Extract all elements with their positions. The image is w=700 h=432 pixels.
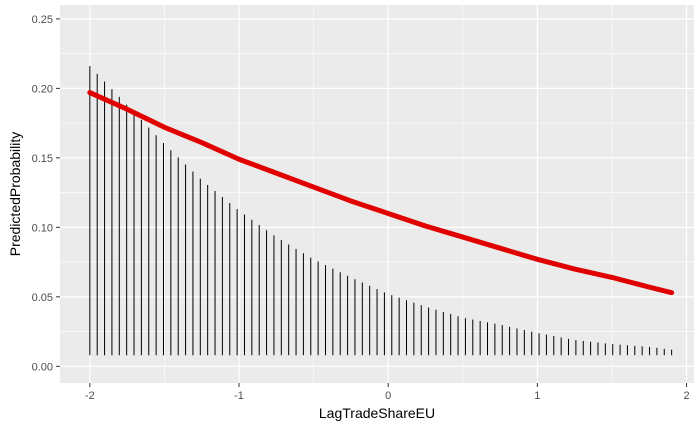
y-tick-label: 0.20 <box>32 83 53 95</box>
y-tick-label: 0.00 <box>32 361 53 373</box>
x-tick-label: 0 <box>385 390 391 402</box>
y-axis-ticks: 0.00 0.05 0.10 0.15 0.20 0.25 <box>32 14 60 373</box>
interval-bars <box>89 66 673 356</box>
x-axis-ticks: -2 -1 0 1 2 <box>85 383 690 402</box>
x-tick-label: 1 <box>534 390 540 402</box>
predicted-probability-line <box>87 90 675 296</box>
minor-gridlines <box>60 5 694 383</box>
y-tick-label: 0.05 <box>32 292 53 304</box>
x-tick-label: -1 <box>234 390 244 402</box>
y-tick-label: 0.25 <box>32 14 53 26</box>
y-axis-title: PredictedProbability <box>7 132 23 257</box>
y-tick-label: 0.15 <box>32 153 53 165</box>
x-tick-label: 2 <box>683 390 689 402</box>
x-tick-label: -2 <box>85 390 95 402</box>
x-axis-title: LagTradeShareEU <box>319 405 435 421</box>
y-tick-label: 0.10 <box>32 222 53 234</box>
